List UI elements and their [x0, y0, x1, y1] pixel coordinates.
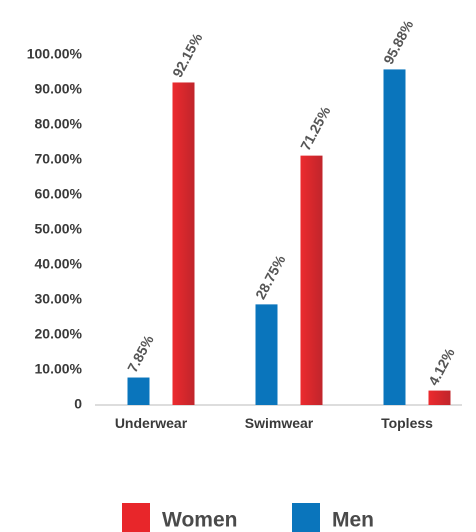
x-tick-label: Swimwear: [245, 415, 314, 431]
x-tick-label: Topless: [381, 415, 433, 431]
y-tick-label: 10.00%: [35, 361, 83, 377]
y-tick-label: 30.00%: [35, 291, 83, 307]
y-tick-label: 80.00%: [35, 116, 83, 132]
y-tick-label: 100.00%: [27, 46, 83, 62]
data-label: 71.25%: [297, 103, 334, 153]
data-label: 92.15%: [169, 30, 206, 80]
y-tick-label: 90.00%: [35, 81, 83, 97]
y-tick-label: 70.00%: [35, 151, 83, 167]
data-label: 7.85%: [124, 332, 157, 375]
y-tick-label: 60.00%: [35, 186, 83, 202]
legend-label: Women: [162, 509, 237, 532]
bar: [383, 69, 406, 406]
legend-label: Men: [332, 509, 374, 532]
data-label: 4.12%: [425, 345, 458, 388]
bar: [172, 82, 195, 405]
legend-swatch: [122, 503, 150, 532]
y-tick-label: 40.00%: [35, 256, 83, 272]
bar: [255, 304, 278, 405]
bar: [300, 155, 323, 405]
x-tick-label: Underwear: [115, 415, 188, 431]
data-label: 28.75%: [252, 252, 289, 302]
bar: [127, 377, 150, 405]
y-tick-label: 50.00%: [35, 221, 83, 237]
data-label: 95.88%: [380, 17, 417, 67]
y-tick-label: 0: [74, 396, 82, 412]
y-tick-label: 20.00%: [35, 326, 83, 342]
legend-swatch: [292, 503, 320, 532]
bar: [428, 390, 451, 405]
